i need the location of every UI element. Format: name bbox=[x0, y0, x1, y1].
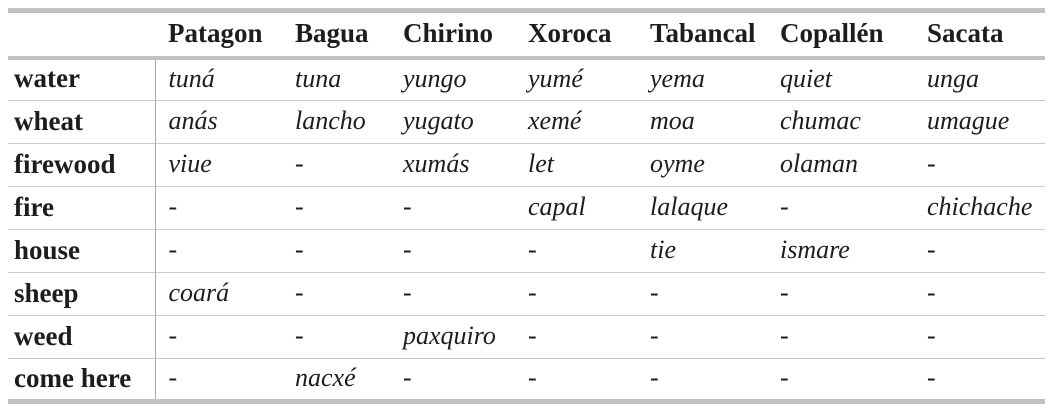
cell: - bbox=[650, 321, 659, 350]
cell: - bbox=[927, 235, 936, 264]
cell: - bbox=[650, 363, 659, 392]
page: Patagon Bagua Chirino Xoroca Tabancal Copallé… bbox=[8, 8, 1045, 404]
cell: - bbox=[780, 363, 789, 392]
cell: lancho bbox=[295, 106, 366, 135]
table-row: firewood viue - xumás let oyme olaman - bbox=[8, 143, 1045, 187]
cell: - bbox=[295, 235, 304, 264]
cell: - bbox=[295, 321, 304, 350]
cell: - bbox=[780, 278, 789, 307]
cell: unga bbox=[927, 63, 979, 93]
cell: - bbox=[528, 321, 537, 350]
cell: yugato bbox=[403, 106, 474, 135]
row-label: house bbox=[8, 229, 156, 273]
cell: capal bbox=[528, 192, 586, 221]
column-header: Patagon bbox=[168, 17, 263, 48]
table-row: weed - - paxquiro - - - - bbox=[8, 315, 1045, 359]
cell: - bbox=[403, 363, 412, 392]
header-row: Patagon Bagua Chirino Xoroca Tabancal Copallé… bbox=[8, 11, 1045, 58]
cell: yumé bbox=[528, 63, 583, 93]
row-label: sheep bbox=[8, 272, 156, 316]
row-label: firewood bbox=[8, 143, 156, 187]
table-row: wheat anás lancho yugato xemé moa chumac umague bbox=[8, 100, 1045, 144]
column-header: Chirino bbox=[403, 17, 494, 48]
cell: - bbox=[168, 321, 178, 350]
column-header: Bagua bbox=[295, 17, 369, 48]
cell: - bbox=[295, 278, 304, 307]
cell: yema bbox=[650, 63, 705, 93]
row-label: fire bbox=[8, 186, 156, 230]
cell: ismare bbox=[780, 235, 850, 264]
table-row: water tuná tuna yungo yumé yema quiet unga bbox=[8, 57, 1045, 101]
table-row: house - - - - tie ismare - bbox=[8, 229, 1045, 273]
cell: - bbox=[295, 149, 304, 178]
cell: - bbox=[403, 278, 412, 307]
cell: paxquiro bbox=[403, 321, 496, 350]
cell: nacxé bbox=[295, 363, 356, 392]
cell: let bbox=[528, 149, 554, 178]
column-header: Tabancal bbox=[650, 17, 756, 48]
cell: quiet bbox=[780, 63, 832, 93]
cell: xemé bbox=[528, 106, 582, 135]
corner-cell bbox=[8, 11, 155, 58]
cell: - bbox=[927, 149, 936, 178]
table-row: fire - - - capal lalaque - chichache bbox=[8, 186, 1045, 230]
cell: - bbox=[168, 192, 178, 221]
cell: - bbox=[927, 278, 936, 307]
cell: chumac bbox=[780, 106, 861, 135]
row-label: weed bbox=[8, 315, 156, 359]
table-body: water tuná tuna yungo yumé yema quiet unga wheat… bbox=[8, 57, 1045, 402]
cell: - bbox=[168, 363, 178, 392]
cell: tuna bbox=[295, 63, 342, 93]
cell: - bbox=[528, 363, 537, 392]
column-header: Xoroca bbox=[528, 17, 612, 48]
row-label: water bbox=[8, 57, 156, 101]
cell: chichache bbox=[927, 192, 1033, 221]
cell: lalaque bbox=[650, 192, 728, 221]
cell: - bbox=[403, 235, 412, 264]
cell: umague bbox=[927, 106, 1010, 135]
cell: moa bbox=[650, 106, 695, 135]
cell: - bbox=[780, 192, 789, 221]
cell: - bbox=[528, 235, 537, 264]
cell: anás bbox=[168, 106, 218, 135]
row-label: come here bbox=[8, 358, 156, 402]
cell: - bbox=[927, 321, 936, 350]
cell: xumás bbox=[403, 149, 470, 178]
table-row: sheep coará - - - - - - bbox=[8, 272, 1045, 316]
cell: viue bbox=[168, 149, 212, 178]
cell: tuná bbox=[168, 63, 215, 93]
cell: tie bbox=[650, 235, 676, 264]
cell: yungo bbox=[403, 63, 467, 93]
language-comparison-table: Patagon Bagua Chirino Xoroca Tabancal Copallé… bbox=[8, 8, 1045, 404]
column-header: Copallén bbox=[780, 17, 884, 48]
cell: coará bbox=[168, 278, 230, 307]
cell: - bbox=[780, 321, 789, 350]
cell: - bbox=[295, 192, 304, 221]
column-header: Sacata bbox=[927, 17, 1004, 48]
cell: - bbox=[403, 192, 412, 221]
row-label: wheat bbox=[8, 100, 156, 144]
cell: - bbox=[168, 235, 178, 264]
cell: - bbox=[927, 363, 936, 392]
table-row: come here - nacxé - - - - - bbox=[8, 358, 1045, 402]
cell: - bbox=[528, 278, 537, 307]
cell: oyme bbox=[650, 149, 705, 178]
cell: olaman bbox=[780, 149, 858, 178]
cell: - bbox=[650, 278, 659, 307]
